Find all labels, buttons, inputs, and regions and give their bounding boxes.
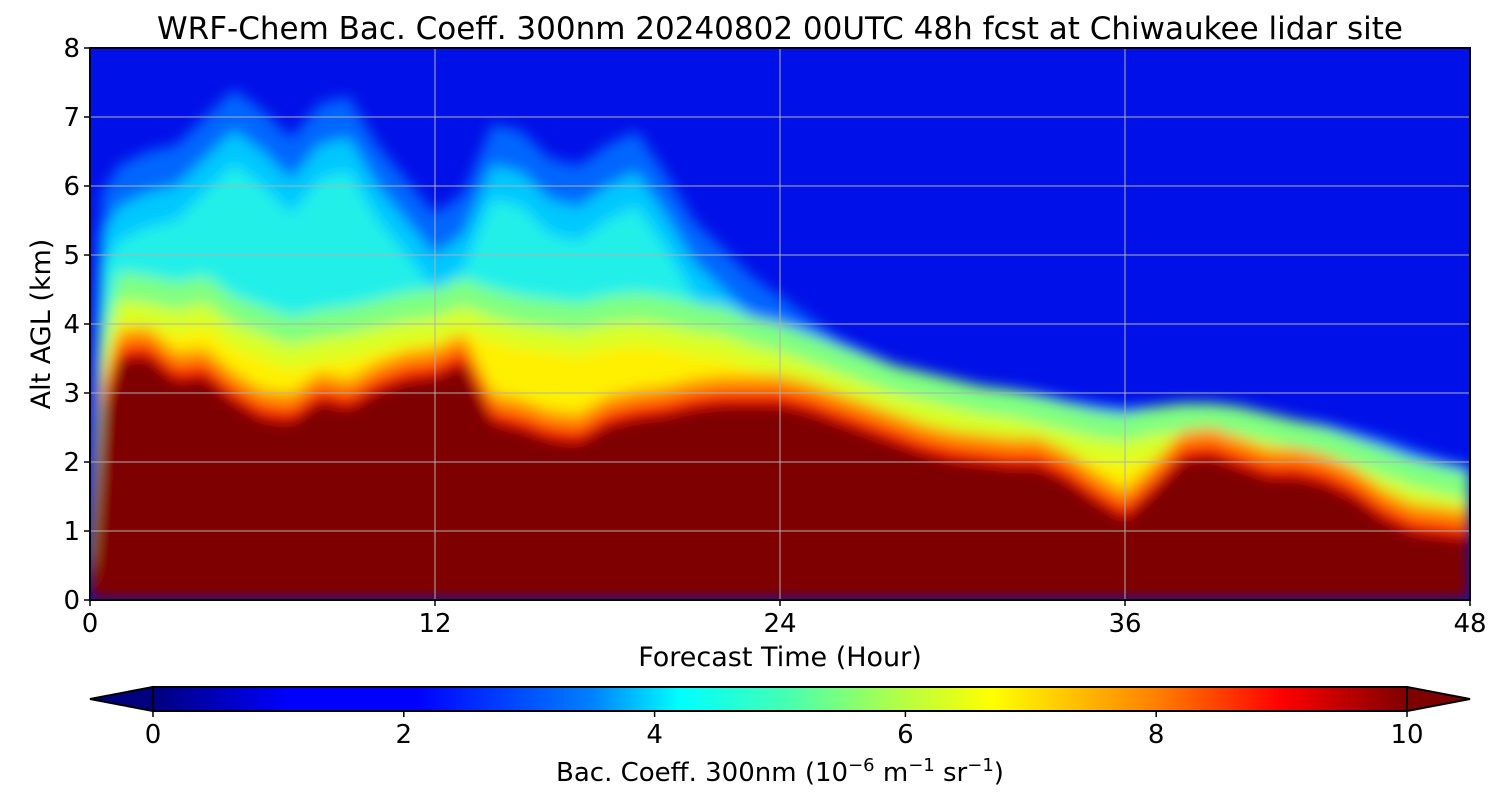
colorbar-tick-label: 2 (396, 720, 413, 750)
y-tick-label: 7 (63, 103, 80, 133)
colorbar-tick-label: 6 (897, 720, 914, 750)
x-tick-label: 12 (418, 609, 451, 639)
colorbar-label: Bac. Coeff. 300nm (10−6 m−1 sr−1) (556, 755, 1004, 788)
y-tick-label: 2 (63, 448, 80, 478)
y-tick-label: 8 (63, 34, 80, 64)
y-tick-label: 5 (63, 241, 80, 271)
x-axis-label: Forecast Time (Hour) (638, 642, 922, 673)
y-tick-label: 1 (63, 517, 80, 547)
y-tick-label: 6 (63, 172, 80, 202)
y-tick-label: 3 (63, 379, 80, 409)
x-tick-label: 0 (82, 609, 99, 639)
x-tick-label: 36 (1108, 609, 1141, 639)
x-tick-label: 48 (1453, 609, 1486, 639)
chart-title: WRF-Chem Bac. Coeff. 300nm 20240802 00UT… (157, 11, 1403, 47)
x-tick-label: 24 (763, 609, 796, 639)
colorbar-tick-label: 0 (145, 720, 162, 750)
y-axis-ticks: 0 1 2 3 4 5 6 7 8 (63, 34, 90, 616)
colorbar-ticks: 0 2 4 6 8 10 (145, 711, 1424, 750)
y-axis-label: Alt AGL (km) (26, 239, 57, 410)
y-tick-label: 4 (63, 310, 80, 340)
colorbar-tick-label: 8 (1148, 720, 1165, 750)
colorbar-extend-min (89, 685, 154, 713)
colorbar-tick-label: 4 (646, 720, 663, 750)
x-axis-ticks: 0 12 24 36 48 (82, 600, 1487, 639)
grid-lines (90, 48, 1470, 600)
colorbar-body (152, 686, 1408, 712)
y-tick-label: 0 (63, 586, 80, 616)
colorbar-extend-max (1406, 685, 1471, 713)
colorbar: 0 2 4 6 8 10 Bac. Coeff. 300nm (10−6 m−1 sr−1… (89, 685, 1471, 788)
colorbar-tick-label: 10 (1390, 720, 1423, 750)
